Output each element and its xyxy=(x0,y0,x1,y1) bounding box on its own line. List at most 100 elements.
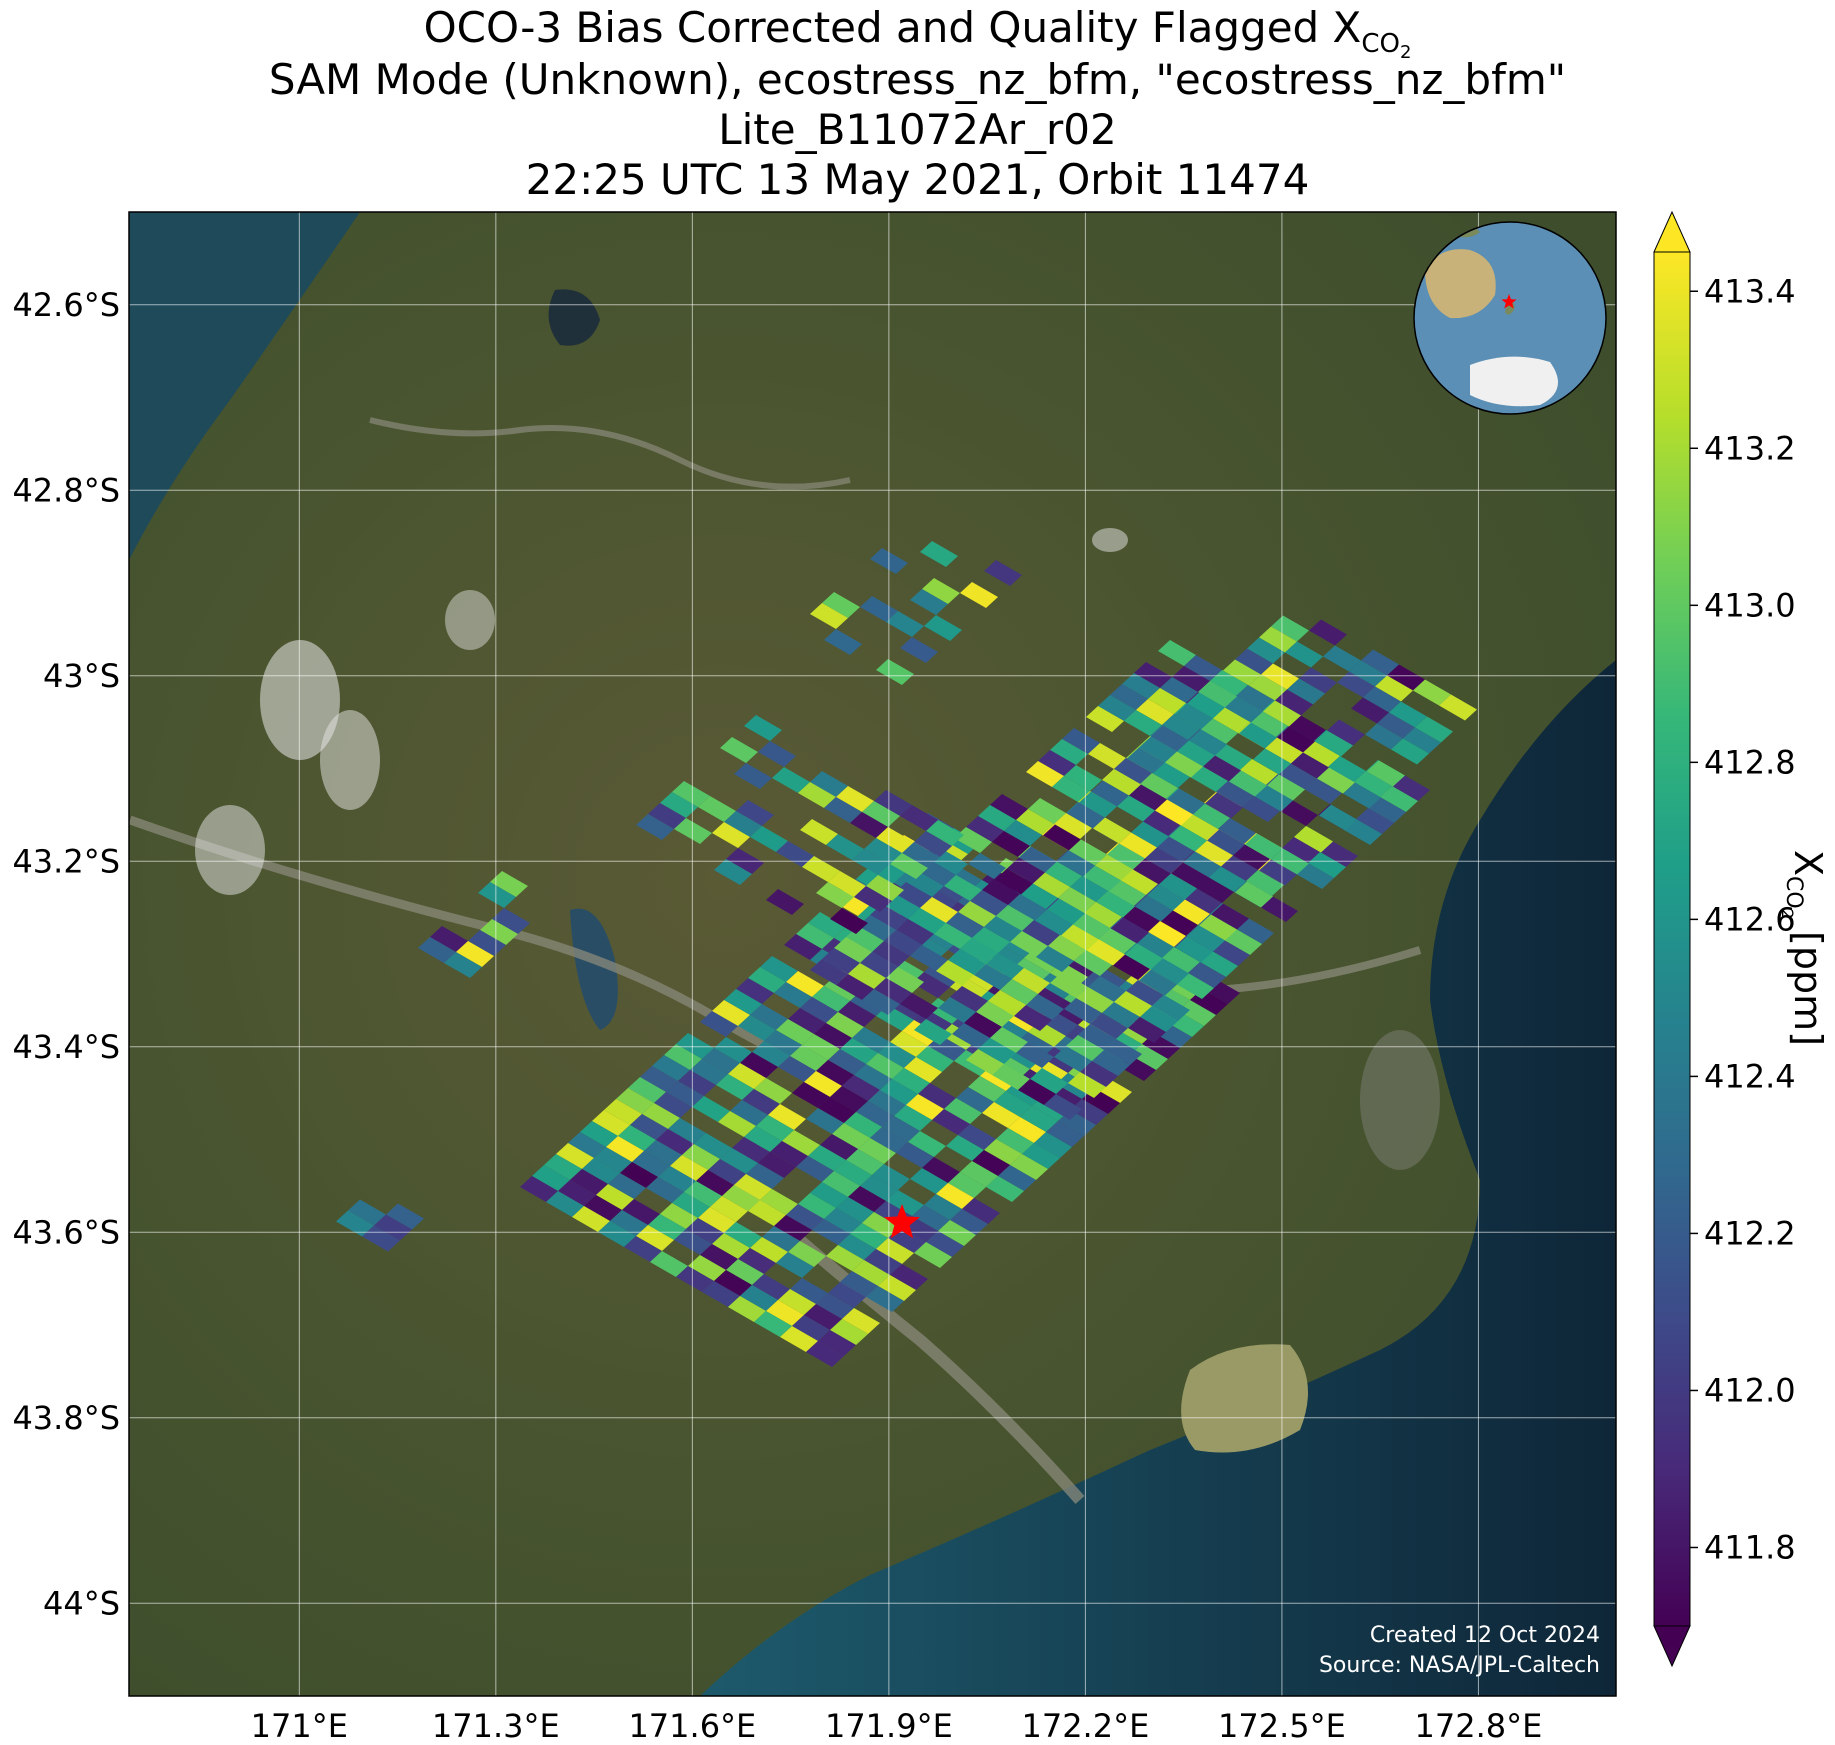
sounding-footprint xyxy=(1044,861,1082,887)
sounding-footprint xyxy=(836,1197,874,1223)
sounding-footprint xyxy=(886,1190,924,1216)
colorbar-tick-label: 412.8 xyxy=(1704,743,1796,781)
sounding-footprint xyxy=(1087,939,1125,966)
lake-sumner xyxy=(548,289,600,346)
sounding-footprint xyxy=(1389,701,1427,728)
sounding-footprint xyxy=(824,797,862,823)
sounding-footprint xyxy=(876,659,914,685)
sounding-footprint xyxy=(752,1041,790,1067)
sounding-footprint xyxy=(834,937,872,963)
sounding-footprint xyxy=(910,1168,948,1194)
sounding-footprint xyxy=(1309,619,1347,646)
created-text: Created 12 Oct 2024 xyxy=(1370,1623,1600,1648)
sounding-footprint xyxy=(728,1063,766,1089)
sounding-footprint xyxy=(1148,688,1186,714)
sounding-footprint xyxy=(1010,931,1048,957)
sounding-footprint xyxy=(876,1238,914,1264)
sounding-footprint xyxy=(1047,898,1085,925)
sounding-footprint xyxy=(1277,726,1315,753)
sounding-footprint xyxy=(1235,648,1273,675)
sounding-footprint xyxy=(926,1231,964,1257)
sounding-footprint xyxy=(1162,947,1200,973)
sounding-footprint xyxy=(1212,940,1250,966)
sounding-footprint xyxy=(468,930,506,956)
sounding-footprint xyxy=(648,803,686,829)
sounding-footprint xyxy=(1184,888,1222,914)
sounding-footprint xyxy=(988,990,1026,1016)
sounding-footprint xyxy=(1211,903,1249,930)
sounding-footprint xyxy=(766,889,804,915)
sounding-footprint xyxy=(1319,804,1357,831)
sounding-footprint xyxy=(686,1218,724,1244)
sounding-footprint xyxy=(682,1144,720,1170)
sounding-footprint xyxy=(808,1145,846,1171)
sounding-footprint xyxy=(918,1083,956,1109)
sounding-footprint xyxy=(912,1205,950,1231)
sounding-footprint xyxy=(1247,637,1285,664)
sounding-footprint xyxy=(1008,1117,1046,1143)
sounding-footprint xyxy=(1050,972,1088,998)
sounding-footprint xyxy=(1070,876,1108,902)
sounding-footprint xyxy=(840,1038,878,1064)
sounding-footprint xyxy=(1160,910,1198,936)
sounding-footprint xyxy=(604,1099,642,1125)
sounding-footprint xyxy=(748,967,786,993)
sounding-footprint xyxy=(1035,909,1073,936)
sounding-footprint xyxy=(890,853,928,879)
sounding-footprint xyxy=(740,1052,778,1078)
sounding-footprint xyxy=(610,1210,648,1236)
sounding-footprint xyxy=(1240,759,1278,785)
sounding-footprint xyxy=(1175,936,1213,963)
sounding-footprint xyxy=(1026,994,1064,1020)
sounding-footprint xyxy=(1032,872,1070,898)
sounding-footprint xyxy=(744,715,782,741)
sounding-footprint xyxy=(1229,770,1267,797)
sounding-footprint xyxy=(1363,686,1401,713)
sounding-footprint xyxy=(778,1056,816,1082)
sounding-footprint xyxy=(698,796,736,822)
sounding-footprint xyxy=(872,941,910,967)
lon-tick-label: 172.8°E xyxy=(1415,1707,1543,1745)
sounding-footprint xyxy=(1136,699,1174,725)
sounding-footprint xyxy=(826,834,864,860)
sounding-footprint xyxy=(1012,958,1050,984)
sounding-footprint xyxy=(1117,795,1155,822)
sounding-footprint xyxy=(886,967,924,993)
antarctica-shape xyxy=(1470,356,1558,407)
sounding-footprint xyxy=(1249,674,1287,701)
sounding-footprint xyxy=(1126,980,1164,1006)
sounding-footprint xyxy=(636,814,674,840)
sounding-footprint xyxy=(710,1196,748,1222)
sounding-footprint xyxy=(892,1068,930,1094)
sounding-footprint xyxy=(788,1008,826,1034)
sounding-footprint xyxy=(792,1082,830,1108)
sounding-footprint xyxy=(1171,862,1209,889)
lat-tick-label: 43°S xyxy=(43,657,120,695)
sounding-footprint xyxy=(520,1176,558,1202)
sounding-footprint xyxy=(978,805,1016,831)
sounding-footprint xyxy=(776,841,814,867)
sounding-footprint xyxy=(828,1282,866,1308)
sounding-footprint xyxy=(982,1102,1020,1128)
sounding-footprint xyxy=(848,963,886,989)
sounding-footprint xyxy=(1156,836,1194,862)
sounding-footprint xyxy=(854,886,892,912)
sounding-footprint xyxy=(1392,775,1430,801)
sounding-footprint xyxy=(1236,685,1274,711)
colorbar-ticks: 411.8 412.0 412.2 412.4 412.6 412.8 413.0 413.2… xyxy=(1690,272,1796,1566)
lat-tick-label: 42.6°S xyxy=(12,286,120,324)
sounding-footprint xyxy=(934,923,972,949)
sounding-footprint xyxy=(736,978,774,1004)
sounding-footprint xyxy=(1259,859,1297,886)
sounding-footprint xyxy=(850,812,888,838)
sounding-footprint xyxy=(844,1112,882,1138)
sounding-footprint xyxy=(632,1151,670,1177)
sounding-footprint xyxy=(862,801,900,827)
lat-tick-label: 43.6°S xyxy=(12,1213,120,1251)
sounding-footprint xyxy=(1069,839,1107,866)
sounding-footprint xyxy=(580,1121,618,1147)
sounding-footprint xyxy=(478,882,516,908)
sounding-footprint xyxy=(1380,786,1418,812)
sounding-footprint xyxy=(924,1194,962,1220)
sounding-footprint xyxy=(480,919,518,945)
